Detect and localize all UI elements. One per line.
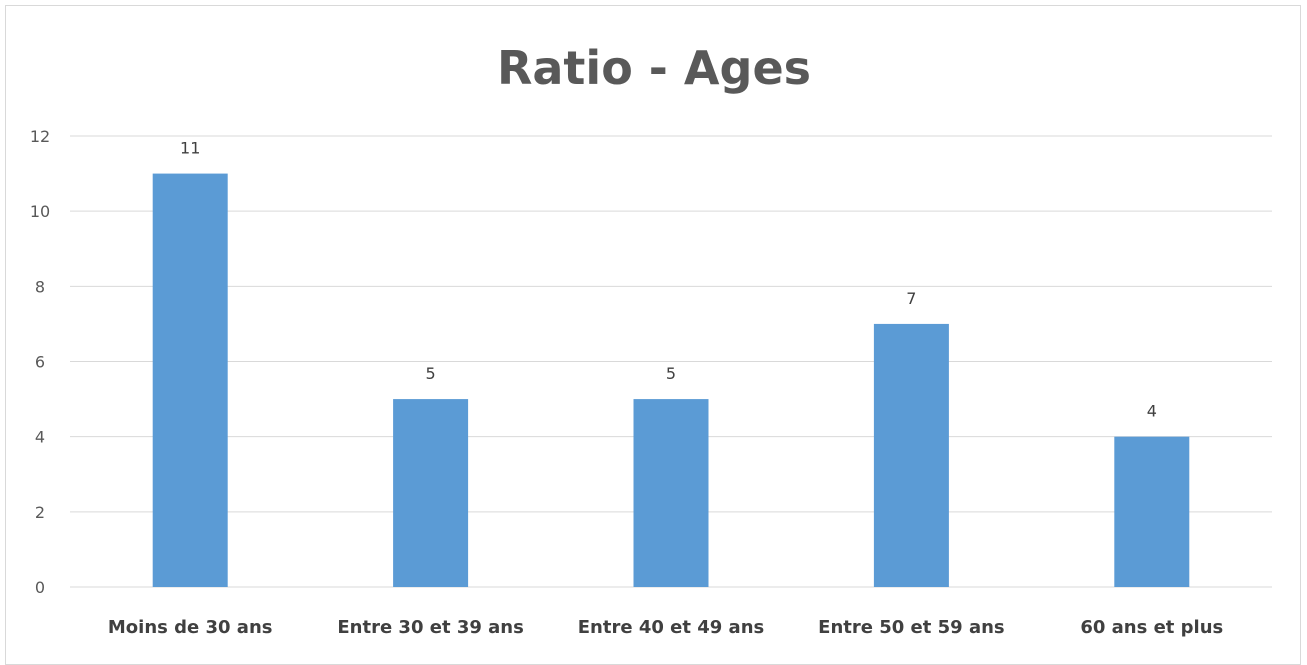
x-axis-categories: Moins de 30 ans Entre 30 et 39 ans Entre 4… bbox=[108, 617, 1223, 638]
y-tick-label: 0 bbox=[35, 578, 45, 597]
data-label: 4 bbox=[1147, 402, 1157, 421]
x-category-label: Moins de 30 ans bbox=[108, 617, 273, 638]
x-category-label: Entre 30 et 39 ans bbox=[337, 617, 523, 638]
y-tick-label: 10 bbox=[30, 202, 50, 221]
gridlines bbox=[70, 135, 1272, 588]
y-tick-label: 6 bbox=[35, 353, 45, 372]
chart-title: Ratio - Ages bbox=[497, 41, 811, 95]
data-label: 5 bbox=[666, 364, 676, 383]
data-label: 5 bbox=[426, 364, 436, 383]
bar bbox=[393, 399, 469, 587]
bar bbox=[1114, 436, 1190, 587]
bar bbox=[873, 323, 949, 587]
bar bbox=[152, 173, 228, 588]
data-labels: 11 5 5 7 4 bbox=[180, 139, 1157, 421]
data-label: 7 bbox=[906, 289, 916, 308]
bar bbox=[633, 399, 709, 587]
y-axis-ticks: 0 2 4 6 8 10 12 bbox=[30, 127, 50, 597]
y-tick-label: 2 bbox=[35, 503, 45, 522]
y-tick-label: 4 bbox=[35, 428, 45, 447]
x-category-label: Entre 40 et 49 ans bbox=[578, 617, 764, 638]
y-tick-label: 8 bbox=[35, 277, 45, 296]
x-category-label: 60 ans et plus bbox=[1080, 617, 1223, 638]
x-category-label: Entre 50 et 59 ans bbox=[818, 617, 1004, 638]
y-tick-label: 12 bbox=[30, 127, 50, 146]
data-label: 11 bbox=[180, 139, 200, 158]
bars bbox=[152, 173, 1190, 588]
